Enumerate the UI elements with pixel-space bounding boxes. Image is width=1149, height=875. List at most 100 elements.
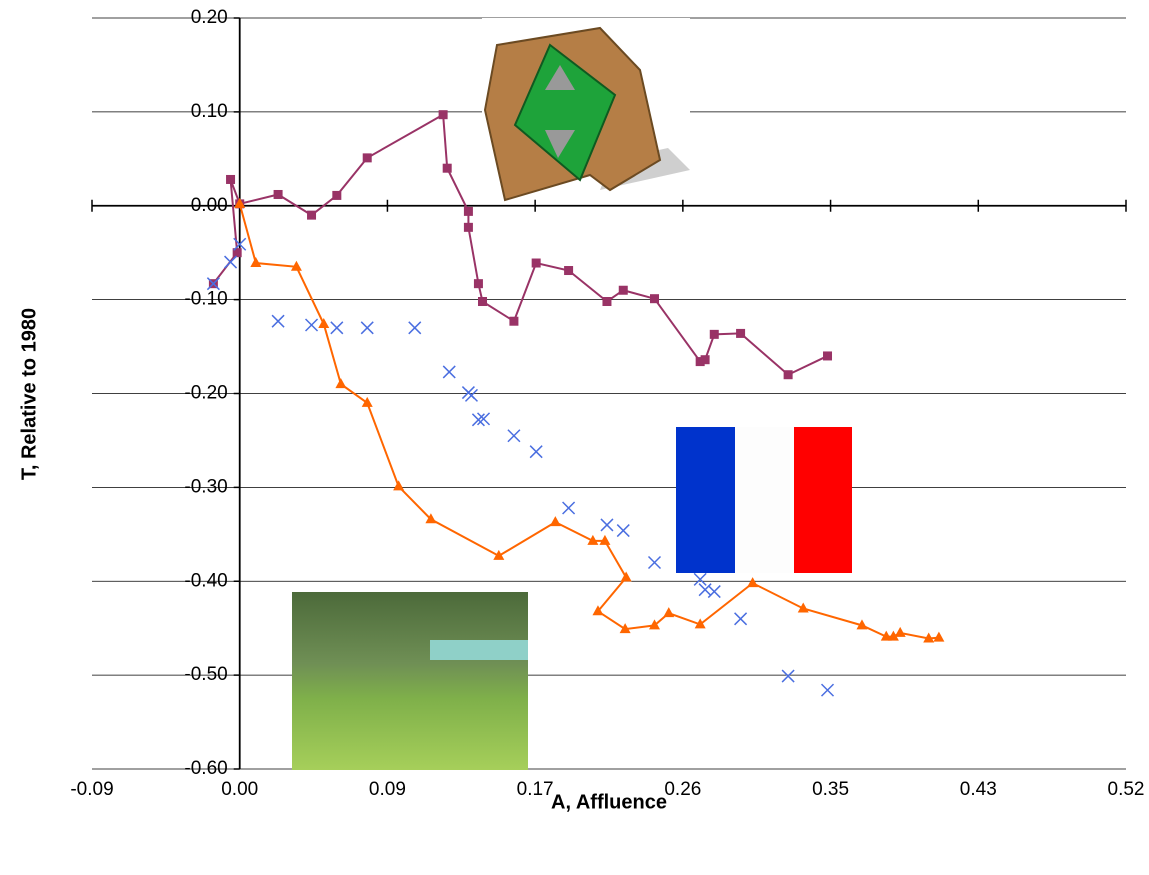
- y-tick-label: -0.30: [184, 476, 227, 497]
- flag-blue: [676, 427, 735, 573]
- data-point: [618, 285, 628, 295]
- data-point: [476, 412, 491, 426]
- x-tick-label: 0.00: [221, 779, 258, 800]
- data-point: [224, 255, 238, 269]
- data-point: [820, 683, 835, 697]
- y-tick-label: -0.50: [184, 664, 227, 685]
- data-point: [600, 518, 614, 532]
- data-point: [478, 297, 488, 307]
- y-tick-label: 0.10: [191, 101, 228, 122]
- data-point: [290, 260, 302, 271]
- bag-diamond: [513, 43, 617, 182]
- data-point: [206, 277, 220, 291]
- flag-white: [735, 427, 794, 573]
- data-point: [616, 524, 630, 538]
- data-point: [234, 197, 246, 208]
- data-point: [361, 396, 373, 407]
- data-point: [747, 577, 759, 588]
- data-point: [734, 612, 748, 626]
- data-point: [332, 190, 342, 200]
- y-tick-label: -0.40: [184, 570, 227, 591]
- data-point: [709, 329, 719, 339]
- data-point: [226, 174, 236, 184]
- data-point: [695, 357, 705, 367]
- data-point: [393, 480, 405, 491]
- data-point: [473, 279, 483, 289]
- data-point: [736, 328, 746, 338]
- data-point: [599, 534, 611, 545]
- data-point: [647, 555, 662, 570]
- data-point: [360, 321, 374, 335]
- data-point: [232, 248, 242, 258]
- data-point: [471, 413, 485, 427]
- data-point: [408, 321, 422, 335]
- data-point: [707, 585, 721, 599]
- plot-area: 0.20 0.10 0.00 -0.10 -0.20 -0.30 -0.40 -0.50 -0.…: [70, 7, 1144, 800]
- x-tick-label: 0.43: [960, 779, 997, 800]
- data-point: [362, 153, 372, 163]
- y-axis-title: T, Relative to 1980: [18, 308, 40, 480]
- data-point: [587, 534, 599, 545]
- pictures: [292, 18, 852, 770]
- x-tick-label: 0.09: [369, 779, 406, 800]
- data-point: [438, 110, 448, 120]
- data-point: [797, 602, 809, 613]
- data-point: [619, 623, 631, 634]
- data-point: [564, 266, 574, 276]
- data-point: [700, 355, 710, 365]
- data-point: [442, 365, 456, 379]
- y-tick-label: 0.20: [191, 7, 228, 28]
- data-point: [592, 605, 604, 616]
- flag-red: [794, 427, 852, 573]
- data-point: [250, 257, 262, 268]
- data-point: [781, 669, 795, 683]
- data-point: [463, 222, 473, 232]
- data-point: [509, 316, 519, 326]
- data-point: [620, 571, 632, 582]
- data-point: [663, 607, 675, 618]
- data-point: [887, 630, 899, 641]
- y-tick-label: -0.60: [184, 758, 227, 779]
- data-point: [233, 237, 247, 251]
- y-tick-label: -0.20: [184, 383, 227, 404]
- data-point: [464, 388, 479, 402]
- bag-triangle: [545, 130, 575, 158]
- data-point: [442, 163, 452, 173]
- data-point: [823, 351, 833, 361]
- data-point: [698, 583, 712, 597]
- data-point: [529, 445, 543, 459]
- x-axis-title: A, Affluence: [551, 791, 667, 813]
- data-point: [273, 189, 283, 199]
- x-tick-label: 0.26: [664, 779, 701, 800]
- data-point: [783, 370, 793, 380]
- x-tick-label: 0.17: [517, 779, 554, 800]
- data-point: [694, 618, 706, 629]
- y-tick-label: -0.10: [184, 289, 227, 310]
- tea-photo: [292, 592, 528, 770]
- data-point: [933, 631, 945, 642]
- data-point: [856, 619, 868, 630]
- x-tick-label: 0.35: [812, 779, 849, 800]
- data-point: [693, 572, 707, 586]
- x-tick-label: -0.09: [70, 779, 113, 800]
- data-point: [507, 429, 521, 443]
- data-point: [549, 516, 561, 527]
- data-point: [425, 513, 437, 524]
- data-point: [330, 321, 344, 335]
- data-point: [923, 632, 935, 643]
- bag-triangle: [545, 65, 575, 90]
- data-point: [493, 549, 505, 560]
- data-point: [894, 626, 906, 637]
- data-point: [531, 258, 541, 268]
- tea-river: [430, 640, 528, 660]
- data-point: [318, 318, 330, 329]
- data-point: [602, 297, 612, 307]
- data-point: [650, 294, 660, 304]
- data-point: [307, 210, 317, 220]
- data-point: [562, 501, 576, 515]
- series-line: [238, 203, 939, 640]
- data-point: [335, 378, 347, 389]
- x-tick-label: 0.52: [1108, 779, 1145, 800]
